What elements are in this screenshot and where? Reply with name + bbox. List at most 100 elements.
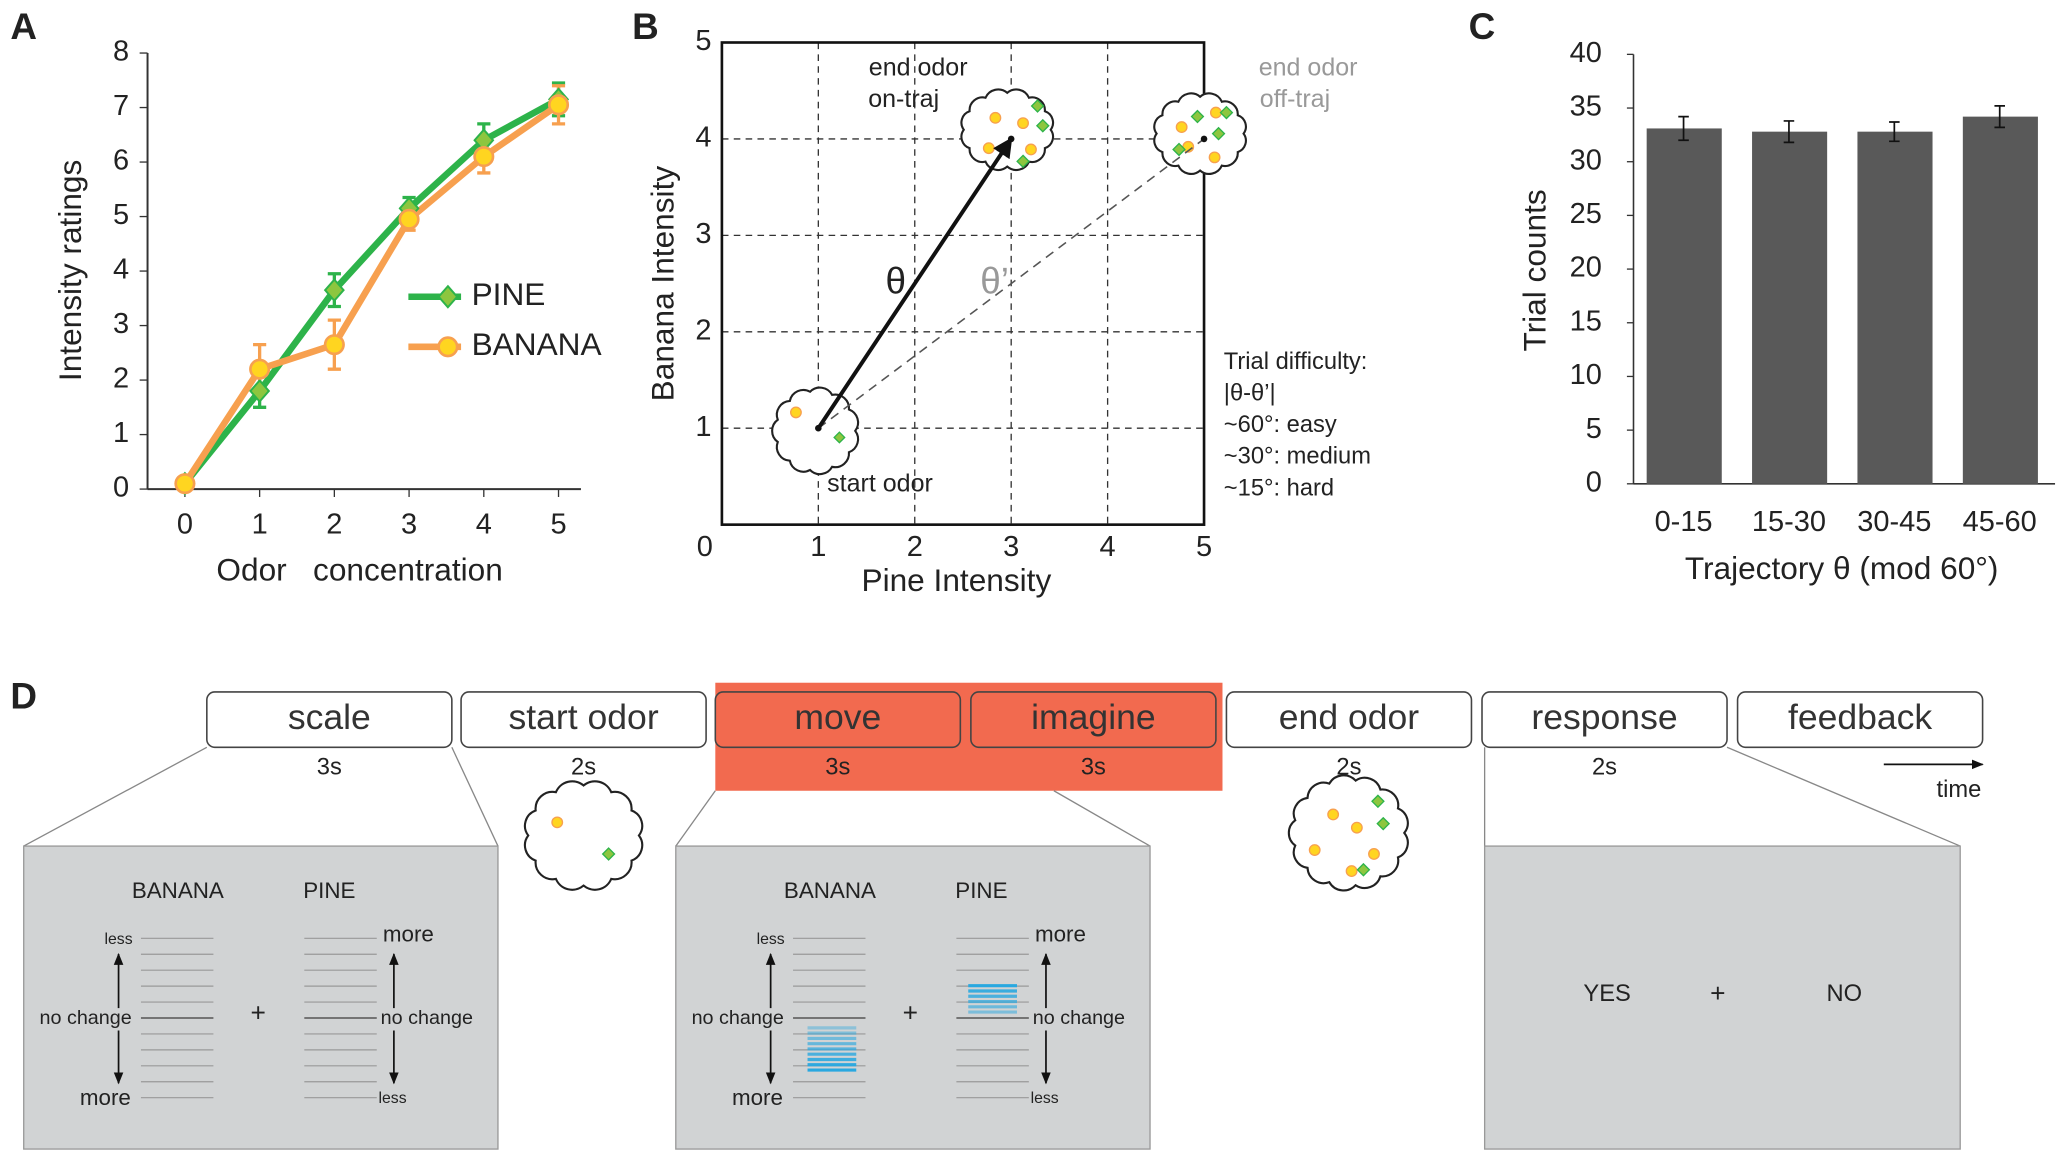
y-tick-label: 25 [1570,198,1602,230]
y-tick-label: 10 [1570,359,1602,391]
stage-box [1481,691,1728,749]
stage-label: start odor [509,697,659,737]
legend-label: BANANA [472,326,603,362]
y-tick-label: 40 [1570,37,1602,69]
stage-duration: 3s [317,755,342,781]
stage-label: end odor [1279,697,1419,737]
difficulty-text: ~15°: hard [1224,475,1334,501]
odor-diamond [601,847,616,861]
stage-label: imagine [1031,697,1155,737]
scale-mid: no change [39,1007,131,1029]
annotation: on-traj [868,85,939,113]
scale-end: less [105,931,133,948]
series-line [182,102,561,486]
data-point [249,378,271,404]
y-tick-label: 15 [1570,305,1602,337]
y-tick-label: 1 [113,417,129,449]
x-tick-label: 2 [326,509,342,541]
y-tick-label: 7 [113,90,129,122]
annotation: start odor [827,470,933,498]
stage-box [1225,691,1473,749]
x-tick-label: 3 [1003,531,1019,563]
data-point [398,208,420,230]
scale-end: more [80,1085,131,1110]
odor-diamond [1371,794,1385,809]
x-tick-label: 1 [810,531,826,563]
panel-letter: C [1469,6,1496,47]
x-tick-label: 4 [476,509,492,541]
fixation: + [1710,978,1725,1008]
error-bar [1783,120,1795,144]
odor-diamond [1030,99,1045,113]
y-tick-label: 2 [113,363,129,395]
data-point [249,358,271,380]
difficulty-text: |θ-θ’| [1224,380,1276,406]
odor-dot [982,142,995,155]
scale-mid: no change [692,1007,784,1029]
legend-label: PINE [472,276,546,312]
scale-end: more [383,922,434,947]
odor-dot [1308,844,1321,856]
y-tick-label: 1 [695,411,711,443]
panel-letter: B [632,6,659,47]
bar [1646,128,1722,484]
y-tick-label: 5 [1586,413,1602,445]
plot-frame [720,41,1206,526]
scale-mid: no change [381,1007,473,1029]
y-tick-label: 35 [1570,91,1602,123]
odor-dot [1350,821,1363,834]
screen-title: PINE [955,878,1007,903]
angle-label: θ’ [980,260,1009,301]
error-bar [1678,115,1689,142]
data-point [323,278,345,303]
odor-dot [1175,121,1188,134]
annotation: end odor [869,53,968,81]
odor-point [815,424,822,432]
odor-diamond [833,431,846,444]
scale-mid: no change [1033,1007,1125,1029]
bar [1857,131,1933,484]
stage-duration: 2s [1592,755,1617,781]
legend-marker [437,284,459,309]
data-point [547,94,570,116]
annotation: end odor [1259,53,1358,81]
x-tick-label: 2 [907,531,923,563]
x-axis-title: Trajectory θ (mod 60°) [1685,550,1999,586]
x-tick-label: 5 [1196,531,1212,563]
screen-title: BANANA [132,878,224,903]
odor-cloud [771,386,860,476]
screen [1483,845,1961,1150]
x-axis-title: Odor concentration [216,551,502,587]
zoom-line [1053,790,1151,847]
zoom-line [1726,746,1961,847]
y-tick-label: 0 [1586,466,1602,498]
odor-dot [1025,143,1037,156]
legend-marker [437,336,459,358]
x-tick-label: 1 [252,509,268,541]
annotation: off-traj [1260,85,1330,113]
response-option: YES [1583,981,1630,1007]
y-tick-label: 4 [695,122,711,154]
odor-cloud [523,780,644,891]
bar [1962,116,2038,484]
x-axis-title: Pine Intensity [862,562,1052,598]
zoom-line [451,746,499,847]
stage-label: response [1531,697,1677,737]
y-axis-title: Intensity ratings [52,160,88,381]
data-point [473,146,495,168]
odor-dot [1368,848,1380,860]
x-tick-label: 4 [1100,531,1116,563]
screen-title: BANANA [784,878,876,903]
odor-diamond [1219,105,1234,120]
bar [1752,131,1828,484]
odor-diamond [1356,862,1371,877]
y-tick-label: 4 [113,254,129,286]
stage-label: feedback [1788,697,1932,737]
odor-diamond [1035,118,1050,133]
y-tick-label: 2 [695,314,711,346]
odor-dot [790,406,802,419]
x-tick-label: 30-45 [1857,506,1931,538]
x-tick-label: 45-60 [1963,506,2037,538]
y-tick-label: 8 [113,36,129,68]
screen-title: PINE [303,878,355,903]
